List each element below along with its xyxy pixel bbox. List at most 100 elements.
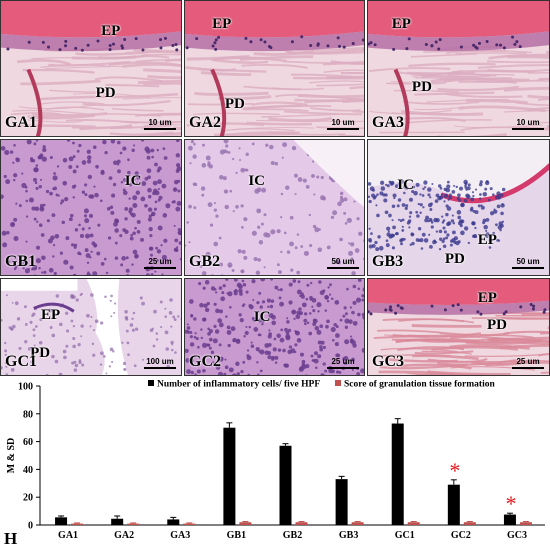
y-axis-label: M & SD bbox=[6, 438, 17, 474]
bar-inflammatory bbox=[503, 514, 516, 525]
tissue-label-pd: PD bbox=[486, 317, 507, 334]
tissue-label-ep: EP bbox=[212, 16, 232, 33]
x-tick-label: GA2 bbox=[114, 530, 134, 541]
scale-bar: 10 um bbox=[512, 118, 544, 130]
bar-inflammatory bbox=[279, 445, 292, 525]
bar-granulation bbox=[463, 522, 476, 525]
legend-swatch bbox=[148, 380, 154, 386]
bar-inflammatory bbox=[391, 423, 404, 525]
bar-granulation bbox=[295, 522, 308, 525]
scale-bar-line bbox=[327, 367, 359, 369]
histology-panel-ga1: EP PD GA1 10 um bbox=[0, 0, 182, 137]
micrograph-image bbox=[1, 1, 181, 136]
tissue-label-ep: EP bbox=[477, 289, 497, 306]
micrograph-image bbox=[185, 279, 364, 375]
y-tick-label: 100 bbox=[18, 382, 33, 393]
tissue-label-ic: IC bbox=[397, 177, 414, 194]
x-tick-label: GC3 bbox=[507, 530, 527, 541]
panel-label: GC2 bbox=[189, 353, 221, 370]
significance-asterisk: * bbox=[505, 491, 516, 516]
tissue-label-ep: EP bbox=[391, 16, 411, 33]
scale-bar: 10 um bbox=[144, 118, 176, 130]
scale-bar-label: 10 um bbox=[331, 118, 355, 127]
bar-granulation bbox=[351, 522, 364, 525]
scale-bar-line bbox=[512, 267, 544, 269]
bar-inflammatory bbox=[111, 518, 124, 525]
histology-panel-gb3: IC EP PD GB3 50 um bbox=[367, 139, 550, 276]
panel-label: GA2 bbox=[189, 114, 221, 131]
histology-panel-gb2: IC GB2 50 um bbox=[184, 139, 365, 276]
tissue-label-ep: EP bbox=[477, 232, 497, 249]
panel-label: GB3 bbox=[372, 253, 404, 270]
bar-granulation bbox=[519, 522, 532, 525]
bar-inflammatory bbox=[167, 519, 180, 525]
scale-bar: 50 um bbox=[327, 257, 359, 269]
histology-panel-gc3: EP PD GC3 25 um bbox=[367, 278, 550, 376]
scale-bar-line bbox=[512, 367, 544, 369]
x-tick-label: GC2 bbox=[451, 530, 471, 541]
micrograph-image bbox=[1, 279, 181, 375]
x-tick-label: GB1 bbox=[227, 530, 246, 541]
scale-bar-label: 10 um bbox=[148, 118, 172, 127]
legend-swatch bbox=[335, 380, 341, 386]
scale-bar-label: 100 um bbox=[146, 357, 174, 366]
bar-chart: 0 20 40 60 80 100 M & SD Number of inflammatory… bbox=[4, 380, 545, 548]
scale-bar-line bbox=[327, 267, 359, 269]
x-tick-label: GA1 bbox=[58, 530, 78, 541]
bar-chart-container: 0 20 40 60 80 100 M & SD Number of inflammatory… bbox=[0, 378, 550, 548]
micrograph-image bbox=[368, 140, 549, 275]
bar-granulation bbox=[407, 522, 420, 525]
histology-panel-gb1: IC GB1 25 um bbox=[0, 139, 182, 276]
x-tick-label: GB3 bbox=[339, 530, 358, 541]
scale-bar: 10 um bbox=[327, 118, 359, 130]
x-tick-label: GB2 bbox=[283, 530, 302, 541]
y-tick-label: 0 bbox=[28, 521, 33, 532]
significance-asterisk: * bbox=[449, 458, 460, 483]
bar-granulation bbox=[127, 523, 140, 525]
y-tick-label: 20 bbox=[23, 493, 33, 504]
legend-label: Number of inflammatory cells/ five HPF bbox=[157, 380, 320, 390]
tissue-label-pd: PD bbox=[95, 84, 116, 101]
scale-bar-line bbox=[144, 367, 176, 369]
panel-label: GC1 bbox=[5, 353, 37, 370]
chart-panel-label: H bbox=[4, 529, 17, 548]
bar-granulation bbox=[71, 523, 84, 525]
tissue-label-pd: PD bbox=[224, 95, 245, 112]
scale-bar-line bbox=[144, 128, 176, 130]
tissue-label-ic: IC bbox=[248, 173, 266, 190]
bar-inflammatory bbox=[335, 479, 348, 525]
x-tick-label: GA3 bbox=[170, 530, 190, 541]
bar-inflammatory bbox=[447, 484, 460, 525]
panel-label: GB2 bbox=[189, 253, 221, 270]
micrograph-image bbox=[368, 279, 549, 375]
scale-bar: 100 um bbox=[144, 357, 176, 369]
histology-panel-gc2: IC GC2 25 um bbox=[184, 278, 365, 376]
micrograph-image bbox=[368, 1, 549, 136]
scale-bar-label: 25 um bbox=[516, 357, 540, 366]
micrograph-image bbox=[185, 140, 364, 275]
scale-bar-label: 50 um bbox=[516, 257, 540, 266]
tissue-label-ic: IC bbox=[253, 309, 271, 326]
y-tick-label: 80 bbox=[23, 409, 33, 420]
histology-panel-gc1: EP PD GC1 100 um bbox=[0, 278, 182, 376]
tissue-label-pd: PD bbox=[444, 251, 465, 268]
y-tick-label: 40 bbox=[23, 465, 33, 476]
x-tick-label: GC1 bbox=[395, 530, 415, 541]
tissue-label-pd: PD bbox=[30, 344, 51, 361]
tissue-label-ep: EP bbox=[101, 23, 121, 40]
panel-label: GA1 bbox=[5, 114, 37, 131]
scale-bar-label: 25 um bbox=[331, 357, 355, 366]
panel-label: GB1 bbox=[5, 253, 37, 270]
micrograph-image bbox=[1, 140, 181, 275]
tissue-label-ep: EP bbox=[41, 307, 61, 324]
scale-bar-label: 10 um bbox=[516, 118, 540, 127]
scale-bar: 25 um bbox=[512, 357, 544, 369]
scale-bar-label: 50 um bbox=[331, 257, 355, 266]
panel-label: GA3 bbox=[372, 114, 404, 131]
scale-bar-line bbox=[512, 128, 544, 130]
tissue-label-pd: PD bbox=[411, 79, 432, 96]
scale-bar-label: 25 um bbox=[148, 257, 172, 266]
scale-bar-line bbox=[144, 267, 176, 269]
panel-label: GC3 bbox=[372, 353, 404, 370]
histology-panel-ga2: EP PD GA2 10 um bbox=[184, 0, 365, 137]
